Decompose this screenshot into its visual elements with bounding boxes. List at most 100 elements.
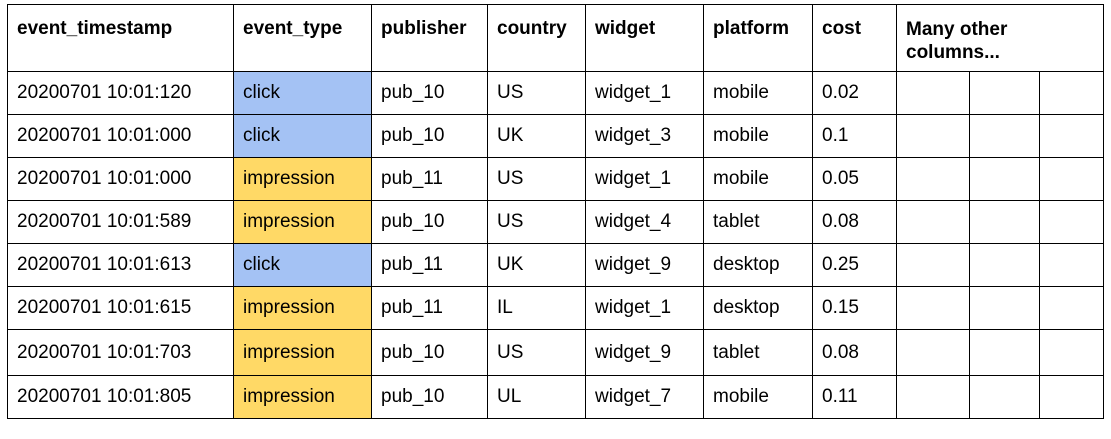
table-row: 20200701 10:01:613 click pub_11 UK widget_9 d… (7, 243, 1104, 287)
placeholder-cell (970, 115, 1040, 157)
other-columns-placeholder-grid (898, 287, 1103, 329)
column-header-event-timestamp: event_timestamp (7, 4, 234, 72)
cell-event-type: click (233, 243, 372, 287)
table-row: 20200701 10:01:615 impression pub_11 IL widg… (7, 286, 1104, 330)
placeholder-cell (1040, 331, 1103, 375)
placeholder-cell (898, 376, 970, 418)
cell-country: US (487, 329, 586, 376)
cell-platform: tablet (703, 329, 813, 376)
cell-event-timestamp: 20200701 10:01:703 (7, 329, 234, 376)
placeholder-cell (1040, 159, 1103, 200)
table-row: 20200701 10:01:000 impression pub_11 US widg… (7, 157, 1104, 201)
placeholder-cell (898, 201, 970, 243)
other-columns-placeholder-grid (898, 158, 1103, 200)
cell-platform: mobile (703, 71, 813, 115)
cell-publisher: pub_10 (371, 375, 488, 419)
cell-cost: 0.08 (812, 200, 897, 244)
cell-platform: mobile (703, 157, 813, 201)
cell-event-type: click (233, 71, 372, 115)
placeholder-cell (1040, 73, 1103, 114)
placeholder-cell (970, 244, 1040, 286)
cell-publisher: pub_11 (371, 286, 488, 330)
placeholder-cell (1040, 116, 1103, 157)
cell-widget: widget_9 (585, 329, 704, 376)
column-header-event-type: event_type (233, 4, 372, 72)
placeholder-cell (1040, 202, 1103, 243)
placeholder-cell (1040, 377, 1103, 418)
cell-widget: widget_1 (585, 71, 704, 115)
cell-cost: 0.02 (812, 71, 897, 115)
cell-other-columns (896, 286, 1104, 330)
table-row: 20200701 10:01:805 impression pub_10 UL widg… (7, 375, 1104, 419)
cell-other-columns (896, 329, 1104, 376)
other-columns-placeholder-grid (898, 376, 1103, 418)
table-row: 20200701 10:01:000 click pub_10 UK widget_3 m… (7, 114, 1104, 158)
cell-publisher: pub_11 (371, 243, 488, 287)
cell-event-type: impression (233, 200, 372, 244)
placeholder-cell (898, 158, 970, 200)
events-table: event_timestamp event_type publisher cou… (7, 4, 1104, 419)
cell-event-timestamp: 20200701 10:01:000 (7, 114, 234, 158)
placeholder-cell (898, 115, 970, 157)
cell-cost: 0.05 (812, 157, 897, 201)
table-row: 20200701 10:01:589 impression pub_10 US widg… (7, 200, 1104, 244)
cell-cost: 0.1 (812, 114, 897, 158)
other-columns-placeholder-grid (898, 330, 1103, 375)
cell-event-timestamp: 20200701 10:01:805 (7, 375, 234, 419)
cell-country: UK (487, 243, 586, 287)
placeholder-cell (1040, 288, 1103, 329)
other-columns-placeholder-grid (898, 72, 1103, 114)
placeholder-cell (970, 376, 1040, 418)
cell-publisher: pub_10 (371, 71, 488, 115)
column-header-country: country (487, 4, 586, 72)
cell-country: US (487, 71, 586, 115)
placeholder-cell (970, 287, 1040, 329)
cell-other-columns (896, 200, 1104, 244)
cell-platform: desktop (703, 243, 813, 287)
cell-event-timestamp: 20200701 10:01:120 (7, 71, 234, 115)
header-row: event_timestamp event_type publisher cou… (7, 4, 1104, 72)
placeholder-cell (898, 72, 970, 114)
cell-country: UK (487, 114, 586, 158)
cell-widget: widget_1 (585, 157, 704, 201)
cell-other-columns (896, 157, 1104, 201)
cell-platform: mobile (703, 375, 813, 419)
column-header-platform: platform (703, 4, 813, 72)
cell-country: UL (487, 375, 586, 419)
placeholder-cell (898, 330, 970, 375)
cell-event-type: impression (233, 157, 372, 201)
column-header-cost: cost (812, 4, 897, 72)
placeholder-cell (970, 201, 1040, 243)
cell-publisher: pub_10 (371, 200, 488, 244)
cell-widget: widget_7 (585, 375, 704, 419)
table-header: event_timestamp event_type publisher cou… (7, 4, 1104, 72)
cell-event-type: click (233, 114, 372, 158)
cell-platform: mobile (703, 114, 813, 158)
cell-platform: tablet (703, 200, 813, 244)
cell-country: US (487, 200, 586, 244)
placeholder-cell (898, 244, 970, 286)
column-header-many-other-columns: Many other columns... (896, 4, 1104, 72)
cell-event-type: impression (233, 375, 372, 419)
cell-widget: widget_4 (585, 200, 704, 244)
other-columns-placeholder-grid (898, 115, 1103, 157)
cell-event-type: impression (233, 286, 372, 330)
cell-country: IL (487, 286, 586, 330)
cell-other-columns (896, 71, 1104, 115)
placeholder-cell (1040, 245, 1103, 286)
cell-widget: widget_9 (585, 243, 704, 287)
cell-publisher: pub_10 (371, 114, 488, 158)
column-header-publisher: publisher (371, 4, 488, 72)
placeholder-cell (898, 287, 970, 329)
cell-platform: desktop (703, 286, 813, 330)
cell-other-columns (896, 375, 1104, 419)
cell-other-columns (896, 114, 1104, 158)
cell-other-columns (896, 243, 1104, 287)
cell-event-timestamp: 20200701 10:01:589 (7, 200, 234, 244)
cell-cost: 0.08 (812, 329, 897, 376)
column-header-widget: widget (585, 4, 704, 72)
cell-event-type: impression (233, 329, 372, 376)
cell-cost: 0.25 (812, 243, 897, 287)
table-row: 20200701 10:01:703 impression pub_10 US widg… (7, 329, 1104, 376)
other-columns-placeholder-grid (898, 244, 1103, 286)
